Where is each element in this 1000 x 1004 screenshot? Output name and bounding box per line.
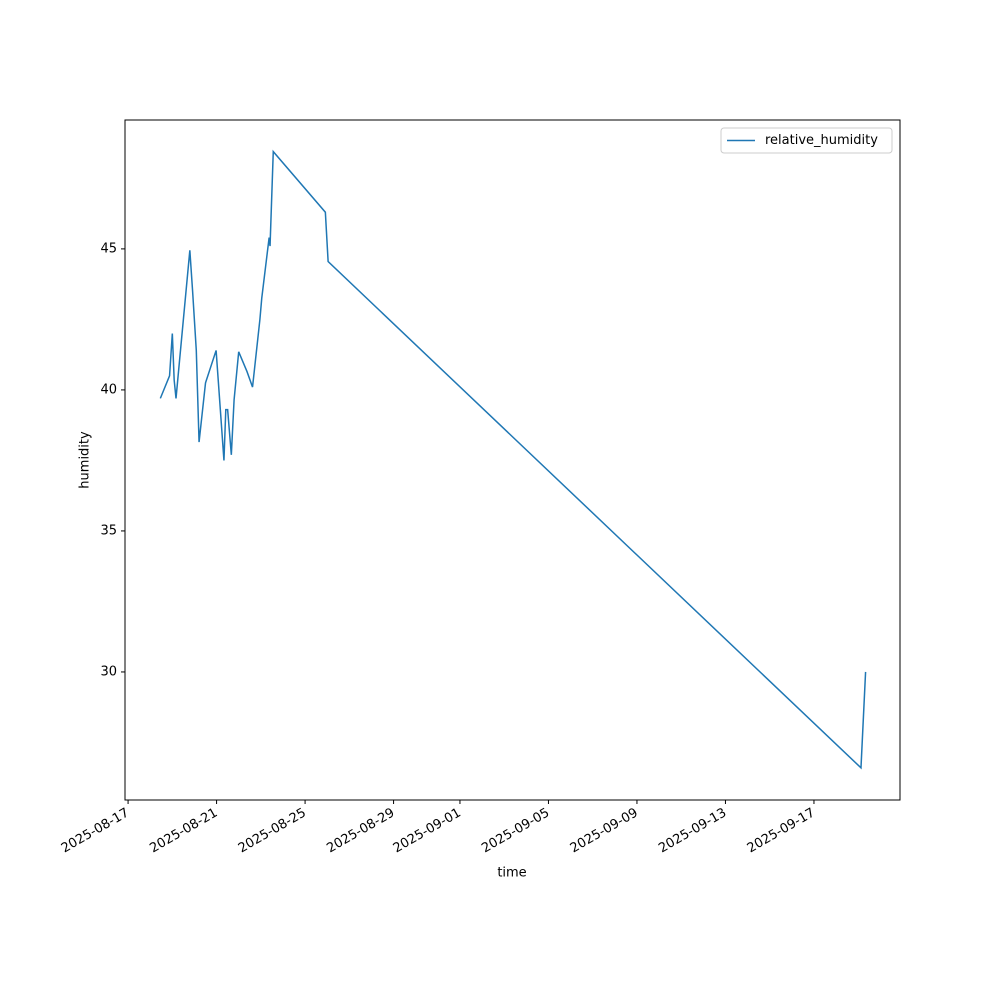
- x-tick-label: 2025-08-25: [236, 806, 309, 857]
- y-tick-label: 35: [100, 523, 117, 538]
- y-tick-label: 40: [100, 382, 117, 397]
- x-tick-label: 2025-08-17: [59, 806, 132, 857]
- plot-frame: [124, 119, 901, 801]
- legend-label: relative_humidity: [765, 133, 878, 148]
- x-tick-label: 2025-09-17: [745, 806, 818, 857]
- y-tick-label: 45: [100, 241, 117, 256]
- x-tick-label: 2025-09-05: [479, 806, 552, 857]
- x-tick-label: 2025-08-21: [147, 806, 220, 857]
- x-tick-label: 2025-09-13: [656, 806, 729, 857]
- y-tick-label: 30: [100, 664, 117, 679]
- x-tick-label: 2025-08-29: [324, 806, 397, 857]
- data-line: [159, 149, 867, 770]
- legend-box: [720, 127, 893, 154]
- y-axis-label: humidity: [78, 431, 93, 489]
- x-tick-label: 2025-09-09: [568, 806, 641, 857]
- x-axis-label: time: [497, 866, 526, 881]
- x-tick-label: 2025-09-01: [391, 806, 464, 857]
